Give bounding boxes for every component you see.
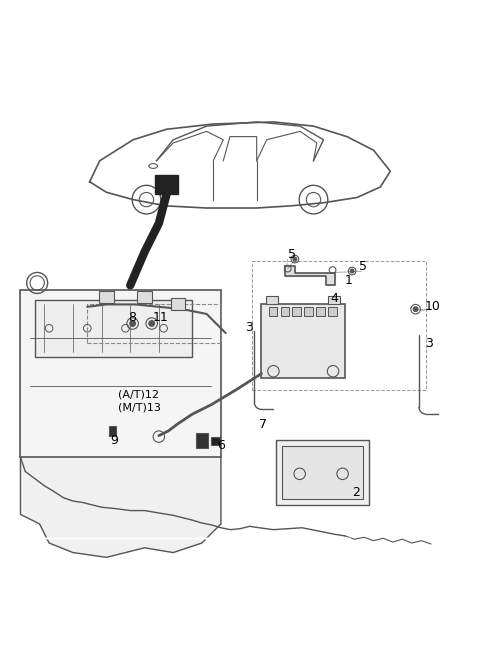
FancyBboxPatch shape xyxy=(262,304,345,378)
Circle shape xyxy=(413,307,418,312)
Bar xyxy=(155,175,179,195)
Text: 4: 4 xyxy=(331,292,338,305)
Text: 11: 11 xyxy=(152,311,168,324)
Polygon shape xyxy=(21,457,221,557)
Bar xyxy=(211,437,220,445)
Text: 1: 1 xyxy=(345,274,353,287)
FancyBboxPatch shape xyxy=(21,290,221,457)
Circle shape xyxy=(130,321,135,326)
Circle shape xyxy=(293,257,297,261)
Bar xyxy=(109,426,116,435)
Text: 2: 2 xyxy=(352,487,360,499)
Bar xyxy=(281,307,289,316)
Text: 5: 5 xyxy=(288,248,296,261)
Bar xyxy=(269,307,277,316)
Circle shape xyxy=(350,269,354,273)
Text: 3: 3 xyxy=(245,321,252,334)
Bar xyxy=(196,433,208,448)
Bar xyxy=(137,291,152,303)
FancyBboxPatch shape xyxy=(35,300,192,357)
Text: 9: 9 xyxy=(110,433,118,447)
FancyBboxPatch shape xyxy=(276,441,369,505)
Bar xyxy=(99,291,114,303)
Bar xyxy=(328,296,340,304)
Text: 8: 8 xyxy=(128,311,136,324)
Text: 10: 10 xyxy=(425,300,441,313)
Bar xyxy=(316,307,325,316)
Text: 6: 6 xyxy=(217,439,225,452)
Bar xyxy=(328,307,337,316)
FancyBboxPatch shape xyxy=(281,446,363,499)
Text: (A/T)12: (A/T)12 xyxy=(118,389,159,399)
Circle shape xyxy=(149,321,155,326)
Bar xyxy=(292,307,301,316)
Polygon shape xyxy=(285,266,336,285)
Text: (M/T)13: (M/T)13 xyxy=(118,402,161,412)
Bar xyxy=(171,298,185,310)
Bar xyxy=(304,307,313,316)
Text: 3: 3 xyxy=(425,337,432,351)
Text: 7: 7 xyxy=(259,417,267,430)
Text: 5: 5 xyxy=(360,259,367,272)
Bar xyxy=(266,296,278,304)
